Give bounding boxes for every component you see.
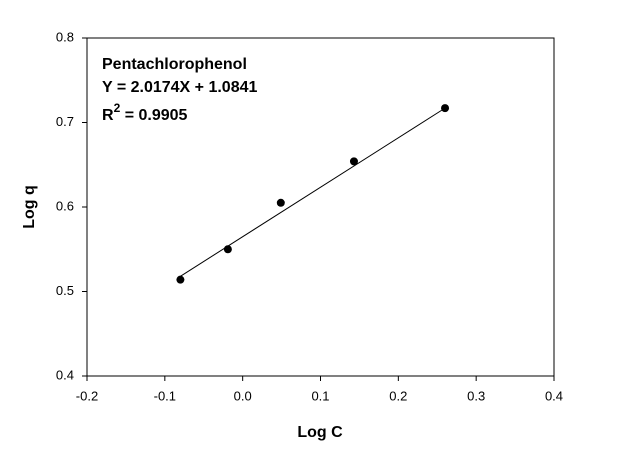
y-tick-label: 0.7: [56, 114, 74, 129]
x-tick-label: -0.1: [154, 388, 176, 403]
fit-line: [180, 107, 446, 277]
x-tick-label: 0.3: [467, 388, 485, 403]
point: [276, 198, 285, 207]
point: [349, 157, 358, 166]
x-tick-label: -0.2: [76, 388, 98, 403]
annotation: Pentachlorophenol: [102, 56, 247, 73]
x-tick-label: 0.1: [311, 388, 329, 403]
x-tick-label: 0.2: [389, 388, 407, 403]
y-tick-label: 0.5: [56, 283, 74, 298]
x-tick-label: 0.0: [234, 388, 252, 403]
y-tick-label: 0.4: [56, 367, 74, 382]
r2-base: R: [102, 107, 114, 124]
y-tick-label: 0.8: [56, 29, 74, 44]
point: [441, 104, 450, 113]
point: [223, 245, 232, 254]
r2-rest: = 0.9905: [120, 107, 187, 124]
x-axis-label: Log C: [297, 424, 343, 441]
annotation: R2 = 0.9905: [102, 101, 188, 124]
y-axis-label: Log q: [21, 185, 38, 229]
y-tick-label: 0.6: [56, 198, 74, 213]
point: [176, 275, 185, 284]
annotation: Y = 2.0174X + 1.0841: [102, 79, 258, 96]
r2-sup: 2: [114, 101, 121, 115]
x-tick-label: 0.4: [545, 388, 563, 403]
